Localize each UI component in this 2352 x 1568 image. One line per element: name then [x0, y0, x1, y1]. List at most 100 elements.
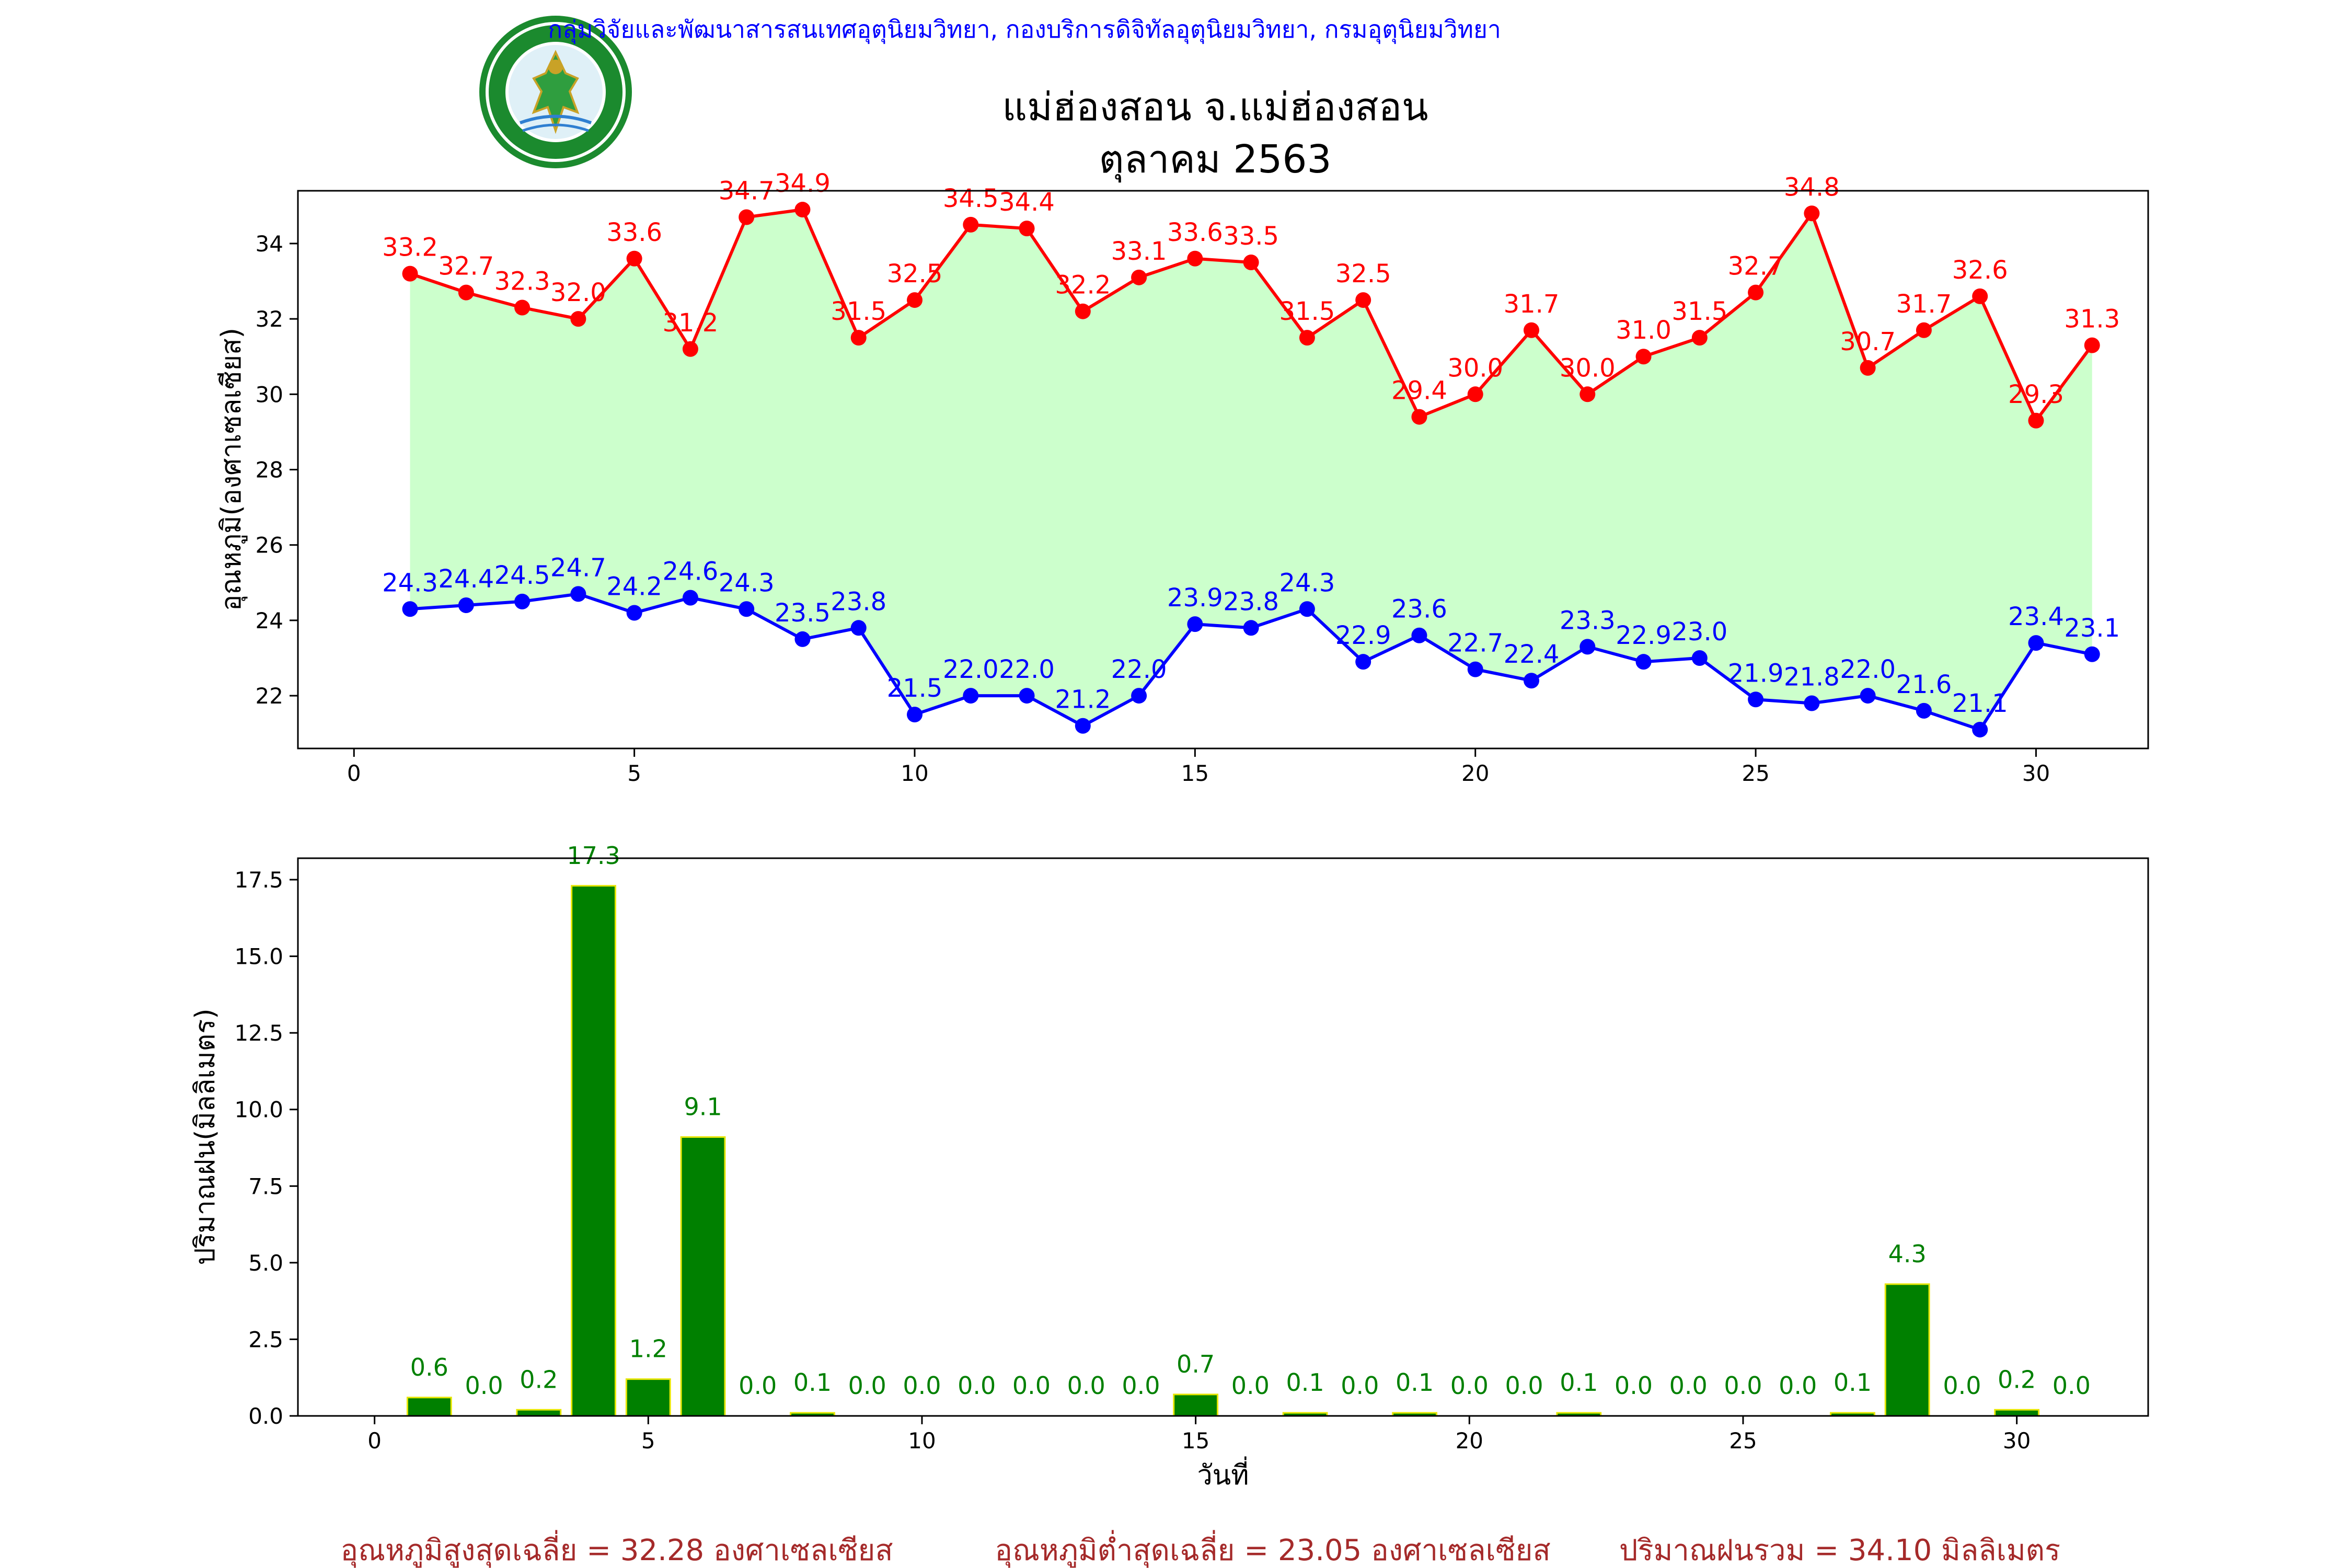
- min-temperature-point: [1860, 688, 1876, 704]
- rainfall-bar: [1994, 1409, 2040, 1417]
- temperature-range-fill: [410, 210, 2092, 730]
- min-temperature-value-label: 23.5: [775, 598, 831, 628]
- max-temperature-point: [1524, 322, 1539, 338]
- min-temperature-point: [1524, 673, 1539, 689]
- chart-title-line2: ตุลาคม 2563: [1099, 137, 1331, 183]
- min-temperature-point: [458, 597, 474, 614]
- max-temperature-value-label: 32.5: [887, 259, 943, 289]
- rainfall-value-label: 0.0: [465, 1371, 503, 1400]
- rainfall-value-label: 0.0: [1779, 1371, 1817, 1400]
- min-temperature-value-label: 24.3: [719, 568, 775, 597]
- rainfall-value-label: 0.0: [1231, 1371, 1270, 1400]
- y-tick-label: 30: [256, 382, 283, 407]
- max-temperature-value-label: 32.6: [1952, 256, 2008, 285]
- summary-footer: อุณหภูมิสูงสุดเฉลี่ย = 32.28 องศาเซลเซีย…: [340, 1530, 2060, 1568]
- min-temperature-value-label: 23.9: [1167, 583, 1223, 613]
- min-temperature-point: [1019, 688, 1035, 704]
- rainfall-value-label: 0.2: [1998, 1365, 2036, 1393]
- min-temperature-point: [1635, 654, 1652, 670]
- min-temperature-value-label: 22.0: [999, 655, 1055, 684]
- max-temperature-value-label: 31.2: [662, 308, 718, 338]
- max-temperature-value-label: 31.5: [1671, 297, 1727, 326]
- x-tick-label: 5: [627, 760, 641, 786]
- x-tick-label: 30: [2003, 1428, 2031, 1454]
- max-temperature-value-label: 31.3: [2064, 305, 2120, 334]
- x-tick-label: 15: [1181, 760, 1209, 786]
- rainfall-bar: [1884, 1283, 1930, 1417]
- max-temperature-value-label: 34.8: [1784, 172, 1840, 202]
- rainfall-value-label: 0.1: [1286, 1368, 1324, 1397]
- min-temperature-value-label: 24.5: [494, 561, 550, 590]
- x-tick-label: 10: [901, 760, 928, 786]
- min-temperature-point: [1748, 691, 1764, 708]
- min-temperature-value-label: 22.0: [1111, 655, 1167, 684]
- rainfall-value-label: 0.0: [903, 1371, 941, 1400]
- min-temperature-point: [402, 601, 418, 617]
- max-temperature-point: [402, 266, 418, 282]
- max-temperature-point: [1411, 409, 1427, 425]
- y-tick-label: 26: [256, 533, 283, 558]
- x-tick-label: 25: [1742, 760, 1769, 786]
- rainfall-value-label: 0.6: [410, 1353, 448, 1381]
- min-temperature-value-label: 23.0: [1671, 617, 1727, 647]
- rainfall-value-label: 0.2: [520, 1365, 558, 1393]
- max-temperature-value-label: 30.0: [1560, 353, 1616, 383]
- max-temperature-point: [1916, 322, 1932, 338]
- y-tick-label: 0.0: [248, 1403, 283, 1429]
- max-temperature-value-label: 33.2: [382, 233, 438, 262]
- min-temperature-point: [907, 707, 923, 723]
- max-temperature-value-label: 31.5: [1279, 297, 1335, 326]
- max-temperature-point: [1075, 303, 1091, 319]
- min-temperature-point: [1299, 601, 1315, 617]
- max-temperature-value-label: 30.0: [1447, 353, 1503, 383]
- y-tick-label: 15.0: [234, 944, 283, 970]
- x-tick-label: 10: [908, 1428, 936, 1454]
- max-temperature-value-label: 32.2: [1055, 271, 1111, 300]
- y-tick-label: 2.5: [248, 1327, 283, 1352]
- rainfall-value-label: 4.3: [1888, 1240, 1927, 1268]
- x-tick-label: 20: [1456, 1428, 1483, 1454]
- rainfall-value-label: 0.0: [739, 1371, 777, 1400]
- max-temperature-value-label: 33.6: [1167, 218, 1223, 247]
- min-temperature-point: [739, 601, 755, 617]
- x-tick-label: 30: [2022, 760, 2050, 786]
- rainfall-bar: [680, 1136, 726, 1417]
- max-temperature-value-label: 32.7: [438, 252, 494, 281]
- max-temperature-point: [1804, 205, 1820, 222]
- min-temperature-point: [1411, 627, 1427, 643]
- average-min-temperature: อุณหภูมิต่ำสุดเฉลี่ย = 23.05 องศาเซลเซีย…: [995, 1530, 1550, 1568]
- min-temperature-point: [963, 688, 979, 704]
- x-tick-label: 15: [1182, 1428, 1209, 1454]
- max-temperature-point: [1860, 360, 1876, 376]
- max-temperature-point: [1019, 221, 1035, 237]
- max-temperature-value-label: 31.7: [1504, 290, 1560, 319]
- y-tick-label: 10.0: [234, 1097, 283, 1123]
- max-temperature-point: [682, 341, 698, 357]
- max-temperature-point: [1299, 330, 1315, 346]
- rainfall-chart: 0.6 0.0 0.2 17.3 1.2 9.1 0.0 0.1 0.0 0.0 0.0 0.0 0.0…: [190, 841, 2149, 1491]
- max-temperature-value-label: 29.3: [2008, 380, 2064, 409]
- rainfall-value-label: 0.0: [1615, 1371, 1653, 1400]
- rainfall-value-label: 0.1: [1560, 1368, 1598, 1397]
- min-temperature-value-label: 22.0: [1840, 655, 1896, 684]
- rainfall-value-label: 0.1: [793, 1368, 832, 1397]
- min-temperature-value-label: 23.3: [1560, 606, 1616, 635]
- max-temperature-value-label: 31.5: [831, 297, 886, 326]
- min-temperature-value-label: 22.4: [1504, 640, 1560, 669]
- meteorological-department-logo: [479, 16, 632, 168]
- rainfall-value-label: 0.0: [1012, 1371, 1051, 1400]
- min-temperature-value-label: 24.3: [1279, 568, 1335, 597]
- max-temperature-value-label: 32.0: [550, 278, 606, 307]
- max-temperature-value-label: 33.6: [606, 218, 662, 247]
- y-tick-label: 34: [256, 231, 283, 257]
- average-max-temperature: อุณหภูมิสูงสุดเฉลี่ย = 32.28 องศาเซลเซีย…: [340, 1530, 893, 1568]
- max-temperature-point: [1187, 250, 1203, 267]
- max-temperature-point: [1691, 330, 1708, 346]
- rainfall-value-label: 9.1: [684, 1093, 722, 1121]
- y-tick-label: 7.5: [248, 1173, 283, 1199]
- y-tick-label: 24: [256, 608, 283, 633]
- min-temperature-point: [794, 631, 811, 647]
- rainfall-value-label: 0.0: [1505, 1371, 1543, 1400]
- max-temperature-point: [1243, 254, 1259, 270]
- rainfall-value-label: 0.1: [1396, 1368, 1434, 1397]
